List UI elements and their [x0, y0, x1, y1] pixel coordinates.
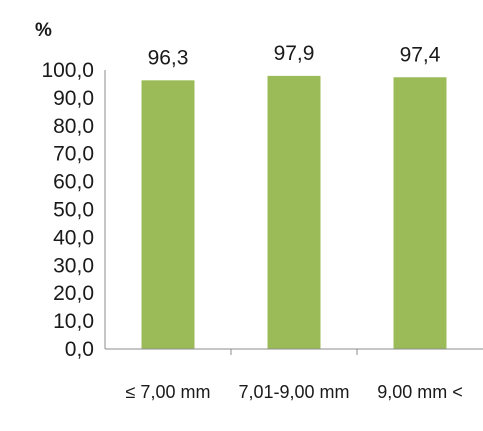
y-tick-label: 80,0 — [53, 115, 94, 138]
bar — [393, 77, 447, 349]
category-label: 7,01-9,00 mm — [238, 382, 349, 402]
y-tick-label: 90,0 — [53, 87, 94, 110]
category-label: 9,00 mm < — [377, 382, 463, 402]
y-axis-ticks: 0,0 10,0 20,0 30,0 40,0 50,0 60,0 70,0 80,0 90,0 1… — [41, 59, 94, 361]
y-tick-label: 100,0 — [41, 59, 94, 82]
y-tick-label: 70,0 — [53, 143, 94, 166]
y-tick-label: 30,0 — [53, 254, 94, 277]
y-axis-unit-label: % — [35, 20, 52, 41]
category-label: ≤ 7,00 mm — [126, 382, 211, 402]
y-tick-label: 20,0 — [53, 282, 94, 305]
y-tick-label: 50,0 — [53, 199, 94, 222]
bar — [267, 75, 321, 349]
y-tick-label: 60,0 — [53, 171, 94, 194]
y-tick-label: 10,0 — [53, 310, 94, 333]
y-tick-label: 0,0 — [65, 338, 94, 361]
data-labels-group: 96,3 97,9 97,4 — [148, 42, 441, 69]
data-label: 97,4 — [400, 43, 441, 66]
bar — [141, 80, 195, 349]
bars-group — [141, 75, 447, 349]
category-labels-group: ≤ 7,00 mm 7,01-9,00 mm 9,00 mm < — [126, 382, 463, 402]
y-tick-label: 40,0 — [53, 226, 94, 249]
x-axis-tick-marks — [230, 349, 358, 355]
data-label: 97,9 — [274, 42, 315, 65]
data-label: 96,3 — [148, 46, 189, 69]
